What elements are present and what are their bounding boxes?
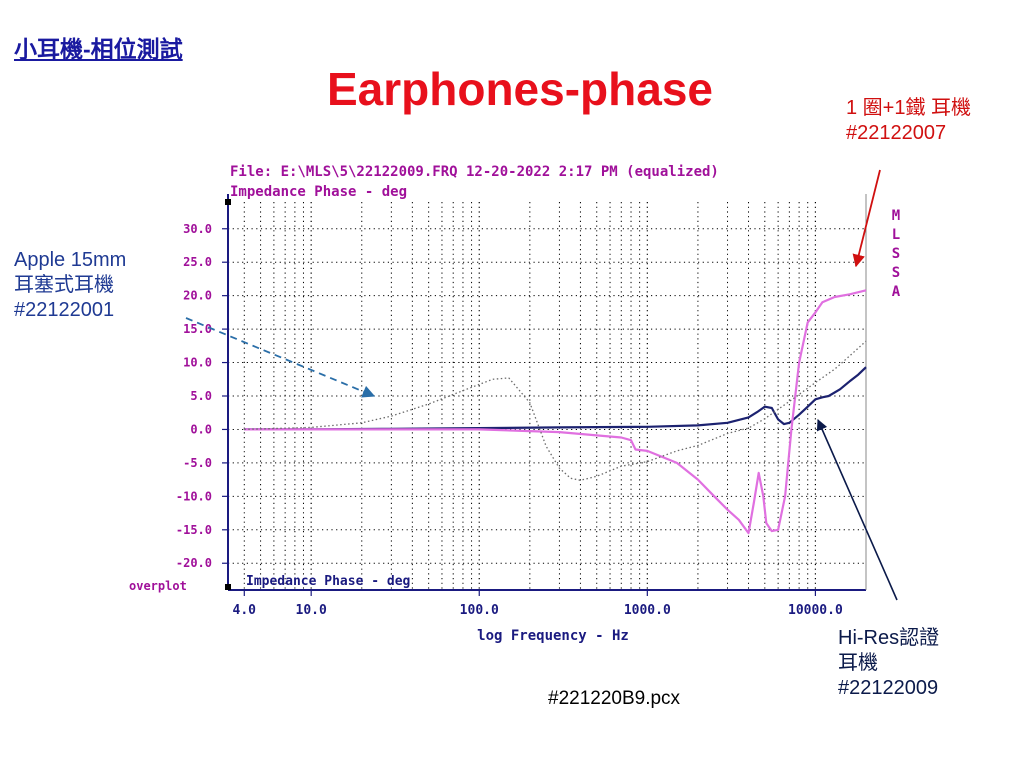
main-title: Earphones-phase	[327, 63, 713, 115]
y-tick-label: 0.0	[190, 422, 212, 436]
annotation-line: 耳機	[838, 652, 878, 674]
y-tick-label: 20.0	[183, 289, 212, 303]
annotation-line: 耳塞式耳機	[14, 274, 114, 296]
y-tick-label: -20.0	[176, 556, 212, 570]
annotation-apple-earphone: Apple 15mm 耳塞式耳機 #22122001	[14, 248, 126, 323]
arrow-red-annotation	[852, 169, 881, 268]
image-caption: #221220B9.pcx	[548, 688, 681, 709]
annotation-line: #22122001	[14, 299, 115, 321]
x-tick-label: 4.0	[233, 603, 257, 618]
series-line-1	[244, 289, 867, 535]
series-layer	[244, 289, 867, 535]
x-tick-label: 100.0	[460, 603, 499, 618]
series-line-0	[244, 366, 867, 431]
frame-corner-marker	[225, 584, 231, 590]
inner-axis-label: Impedance Phase - deg	[246, 574, 410, 589]
y-tick-label: 30.0	[183, 222, 212, 236]
y-tick-label: 10.0	[183, 356, 212, 370]
y-tick-label: 5.0	[190, 389, 212, 403]
x-tick-label: 1000.0	[624, 603, 671, 618]
chart-header-file: File: E:\MLS\5\22122009.FRQ 12-20-2022 2…	[230, 164, 719, 180]
y-tick-label: -5.0	[183, 456, 212, 470]
annotation-red-earphone: 1 圈+1鐵 耳機 #22122007	[846, 96, 971, 146]
annotation-line: #22122009	[838, 677, 939, 699]
slide-heading: 小耳機-相位測試	[14, 36, 183, 62]
x-tick-label: 10000.0	[788, 603, 843, 618]
frame-corner-marker	[225, 199, 231, 205]
annotation-line: Hi-Res認證	[838, 627, 940, 649]
side-label-letter: A	[892, 284, 901, 300]
y-tick-label: 15.0	[183, 322, 212, 336]
side-label-letter: S	[892, 246, 900, 262]
arrow-layer	[185, 169, 898, 601]
y-tick-label: -10.0	[176, 489, 212, 503]
annotation-line: 1 圈+1鐵 耳機	[846, 97, 972, 119]
side-label-letter: S	[892, 265, 900, 281]
annotation-line: Apple 15mm	[14, 249, 127, 271]
side-label-letter: M	[892, 208, 900, 224]
chart-header-measure: Impedance Phase - deg	[230, 184, 407, 200]
arrow-hires-annotation	[816, 418, 898, 601]
annotation-hires-earphone: Hi-Res認證 耳機 #22122009	[838, 626, 939, 701]
grid-layer	[228, 202, 867, 590]
y-tick-label: -15.0	[176, 523, 212, 537]
side-label-letter: L	[892, 227, 900, 243]
x-tick-label: 10.0	[296, 603, 327, 618]
series-line-2	[244, 340, 867, 481]
x-axis-label: log Frequency - Hz	[477, 628, 629, 644]
text-layer: 30.0 25.0 20.0 15.0 10.0 5.0 0.0 -5.0 -10.0 -15.0…	[129, 164, 901, 644]
frame-layer	[222, 194, 867, 596]
overplot-label: overplot	[129, 579, 187, 593]
arrow-apple-annotation	[185, 317, 376, 398]
y-tick-label: 25.0	[183, 255, 212, 269]
annotation-line: #22122007	[846, 122, 947, 144]
